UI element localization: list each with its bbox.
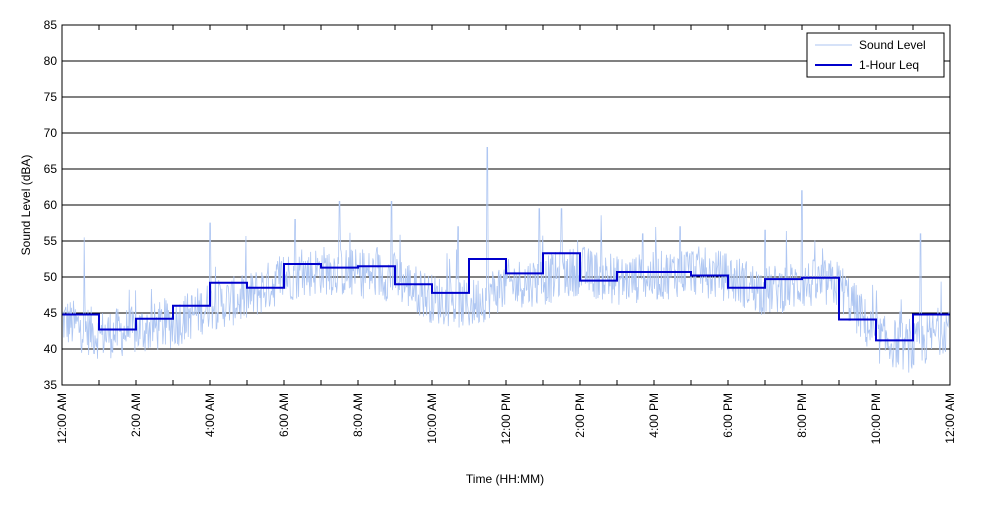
- leq-step-line: [62, 252, 950, 342]
- leq-series: [62, 252, 950, 342]
- x-tick-label: 8:00 AM: [351, 393, 365, 437]
- y-tick-label: 70: [44, 126, 58, 140]
- x-tick-label: 12:00 AM: [55, 393, 69, 444]
- legend-label-sound-level: Sound Level: [859, 38, 926, 52]
- x-tick-label: 12:00 PM: [499, 393, 513, 444]
- y-tick-label: 80: [44, 54, 58, 68]
- legend-label-leq: 1-Hour Leq: [859, 58, 919, 72]
- y-tick-label: 85: [44, 18, 58, 32]
- x-tick-label: 6:00 AM: [277, 393, 291, 437]
- plot-frame: [61, 24, 951, 386]
- y-tick-label: 75: [44, 90, 58, 104]
- y-tick-label: 65: [44, 162, 58, 176]
- y-axis-label: Sound Level (dBA): [19, 155, 33, 256]
- y-tick-label: 60: [44, 198, 58, 212]
- x-tick-label: 8:00 PM: [795, 393, 809, 438]
- sound-level-line: [61, 146, 951, 373]
- x-tick-labels: 12:00 AM 2:00 AM 4:00 AM 6:00 AM 8:00 AM 10:0…: [55, 393, 957, 444]
- legend: Sound Level 1-Hour Leq: [806, 32, 945, 78]
- y-tick-label: 50: [44, 270, 58, 284]
- x-tick-label: 10:00 AM: [425, 393, 439, 444]
- x-axis-label: Time (HH:MM): [466, 472, 544, 486]
- y-tick-label: 45: [44, 306, 58, 320]
- x-tick-label: 2:00 PM: [573, 393, 587, 438]
- y-tick-label: 35: [44, 378, 58, 392]
- x-grid-ticks: [98, 25, 914, 385]
- x-tick-label: 12:00 AM: [943, 393, 957, 444]
- y-tick-label: 55: [44, 234, 58, 248]
- x-tick-label: 4:00 PM: [647, 393, 661, 438]
- x-tick-label: 6:00 PM: [721, 393, 735, 438]
- legend-box: [806, 32, 945, 78]
- x-tick-label: 10:00 PM: [869, 393, 883, 444]
- x-tick-label: 2:00 AM: [129, 393, 143, 437]
- sound-level-series: [61, 146, 951, 373]
- y-tick-labels: 35 40 45 50 55 60 65 70 75 80 85: [44, 18, 58, 392]
- y-tick-label: 40: [44, 342, 58, 356]
- x-tick-label: 4:00 AM: [203, 393, 217, 437]
